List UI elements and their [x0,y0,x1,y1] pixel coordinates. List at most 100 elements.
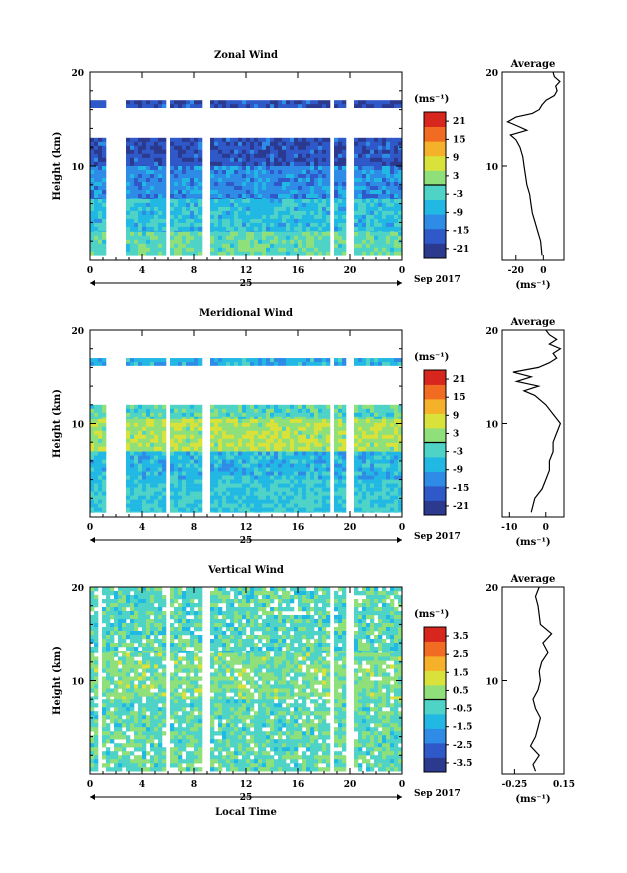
heatmap-cell [294,178,299,183]
heatmap-cell [326,230,331,233]
heatmap-cell [242,214,247,220]
heatmap-cell [282,446,287,452]
heatmap-cell [226,438,231,444]
heatmap-cell [170,239,175,245]
heatmap-cell [194,507,199,512]
heatmap-cell [358,231,363,237]
heatmap-cell [150,426,155,432]
heatmap-cell [370,202,375,208]
heatmap-cell [222,104,227,109]
heatmap-cell [218,491,223,496]
heatmap-cell [178,235,183,241]
heatmap-cell [186,222,191,228]
colorbar-unit: (ms⁻¹) [414,94,449,105]
heatmap-cell [138,190,143,195]
heatmap-cell [150,230,155,233]
heatmap-cell [394,463,399,468]
heatmap-cell [194,178,199,183]
heatmap-cell [150,198,155,204]
heatmap-cell [370,442,375,448]
heatmap-cell [242,434,247,440]
heatmap-cell [322,416,327,420]
heatmap-cell [322,198,327,200]
heatmap-cell [370,231,375,237]
heatmap-cell [242,507,247,512]
heatmap-cell [318,422,323,428]
heatmap-cell [262,210,267,216]
heatmap-cell [306,475,311,480]
heatmap-cell [150,487,155,492]
heatmap-cell [326,416,331,420]
heatmap-cell [314,251,319,256]
heatmap-cell [98,471,103,476]
heatmap-cell [366,591,371,596]
heatmap-cell [374,463,379,468]
heatmap-cell [142,507,147,512]
heatmap-cell [306,479,311,484]
heatmap-cell [334,230,339,233]
heatmap-cell [266,210,271,216]
x-tick-label: 16 [292,523,305,533]
heatmap-cell [170,161,175,167]
heatmap-cell [98,511,103,513]
heatmap-cell [150,591,155,596]
heatmap-cell [322,422,327,428]
heatmap-cell [154,190,159,195]
colorbar-tick-label: -9 [453,466,463,476]
heatmap-cell [138,483,143,488]
heatmap-cell [358,251,363,256]
heatmap-cell [230,459,235,464]
heatmap-cell [382,186,387,191]
heatmap-cell [358,239,363,245]
heatmap-cell [234,247,239,253]
heatmap-cell [178,226,183,232]
heatmap-cell [370,499,375,504]
average-profile-line [506,71,561,256]
heatmap-cell [398,471,403,476]
heatmap-cell [126,166,131,171]
heatmap-cell [294,145,299,151]
heatmap-cell [278,141,283,147]
heatmap-cell [362,202,367,208]
heatmap-cell [250,157,255,163]
heatmap-cell [366,438,371,444]
heatmap-cell [174,507,179,512]
heatmap-cell [218,166,223,171]
heatmap-cell [102,483,107,488]
heatmap-cell [130,190,135,195]
heatmap-cell [358,166,363,171]
heatmap-cell [382,166,387,171]
heatmap-cell [270,194,275,199]
heatmap-cell [182,495,187,500]
heatmap-cell [282,426,287,432]
heatmap-cell [366,467,371,472]
heatmap-cell [326,463,331,468]
heatmap-cell [102,418,107,424]
heatmap-cell [150,418,155,424]
heatmap-cell [262,251,267,256]
heatmap-cell [254,174,259,179]
heatmap-cell [250,426,255,432]
heatmap-cell [374,499,379,504]
heatmap-cell [154,479,159,484]
heatmap-cell [258,507,263,512]
heatmap-cell [170,416,175,420]
heatmap-cell [334,222,339,228]
heatmap-cell [334,202,339,208]
heatmap-cell [194,226,199,232]
heatmap-cell [170,475,175,480]
heatmap-cell [182,137,187,143]
heatmap-cell [214,145,219,151]
heatmap-cell [370,603,375,608]
heatmap-cell [142,186,147,191]
heatmap-cell [242,235,247,241]
heatmap-cell [338,100,343,105]
heatmap-cell [362,446,367,452]
heatmap-cell [398,239,403,245]
heatmap-cell [198,450,203,452]
heatmap-cell [358,149,363,155]
heatmap-cell [130,198,135,204]
heatmap-cell [154,170,159,175]
heatmap-cell [114,599,119,604]
heatmap-cell [230,418,235,424]
